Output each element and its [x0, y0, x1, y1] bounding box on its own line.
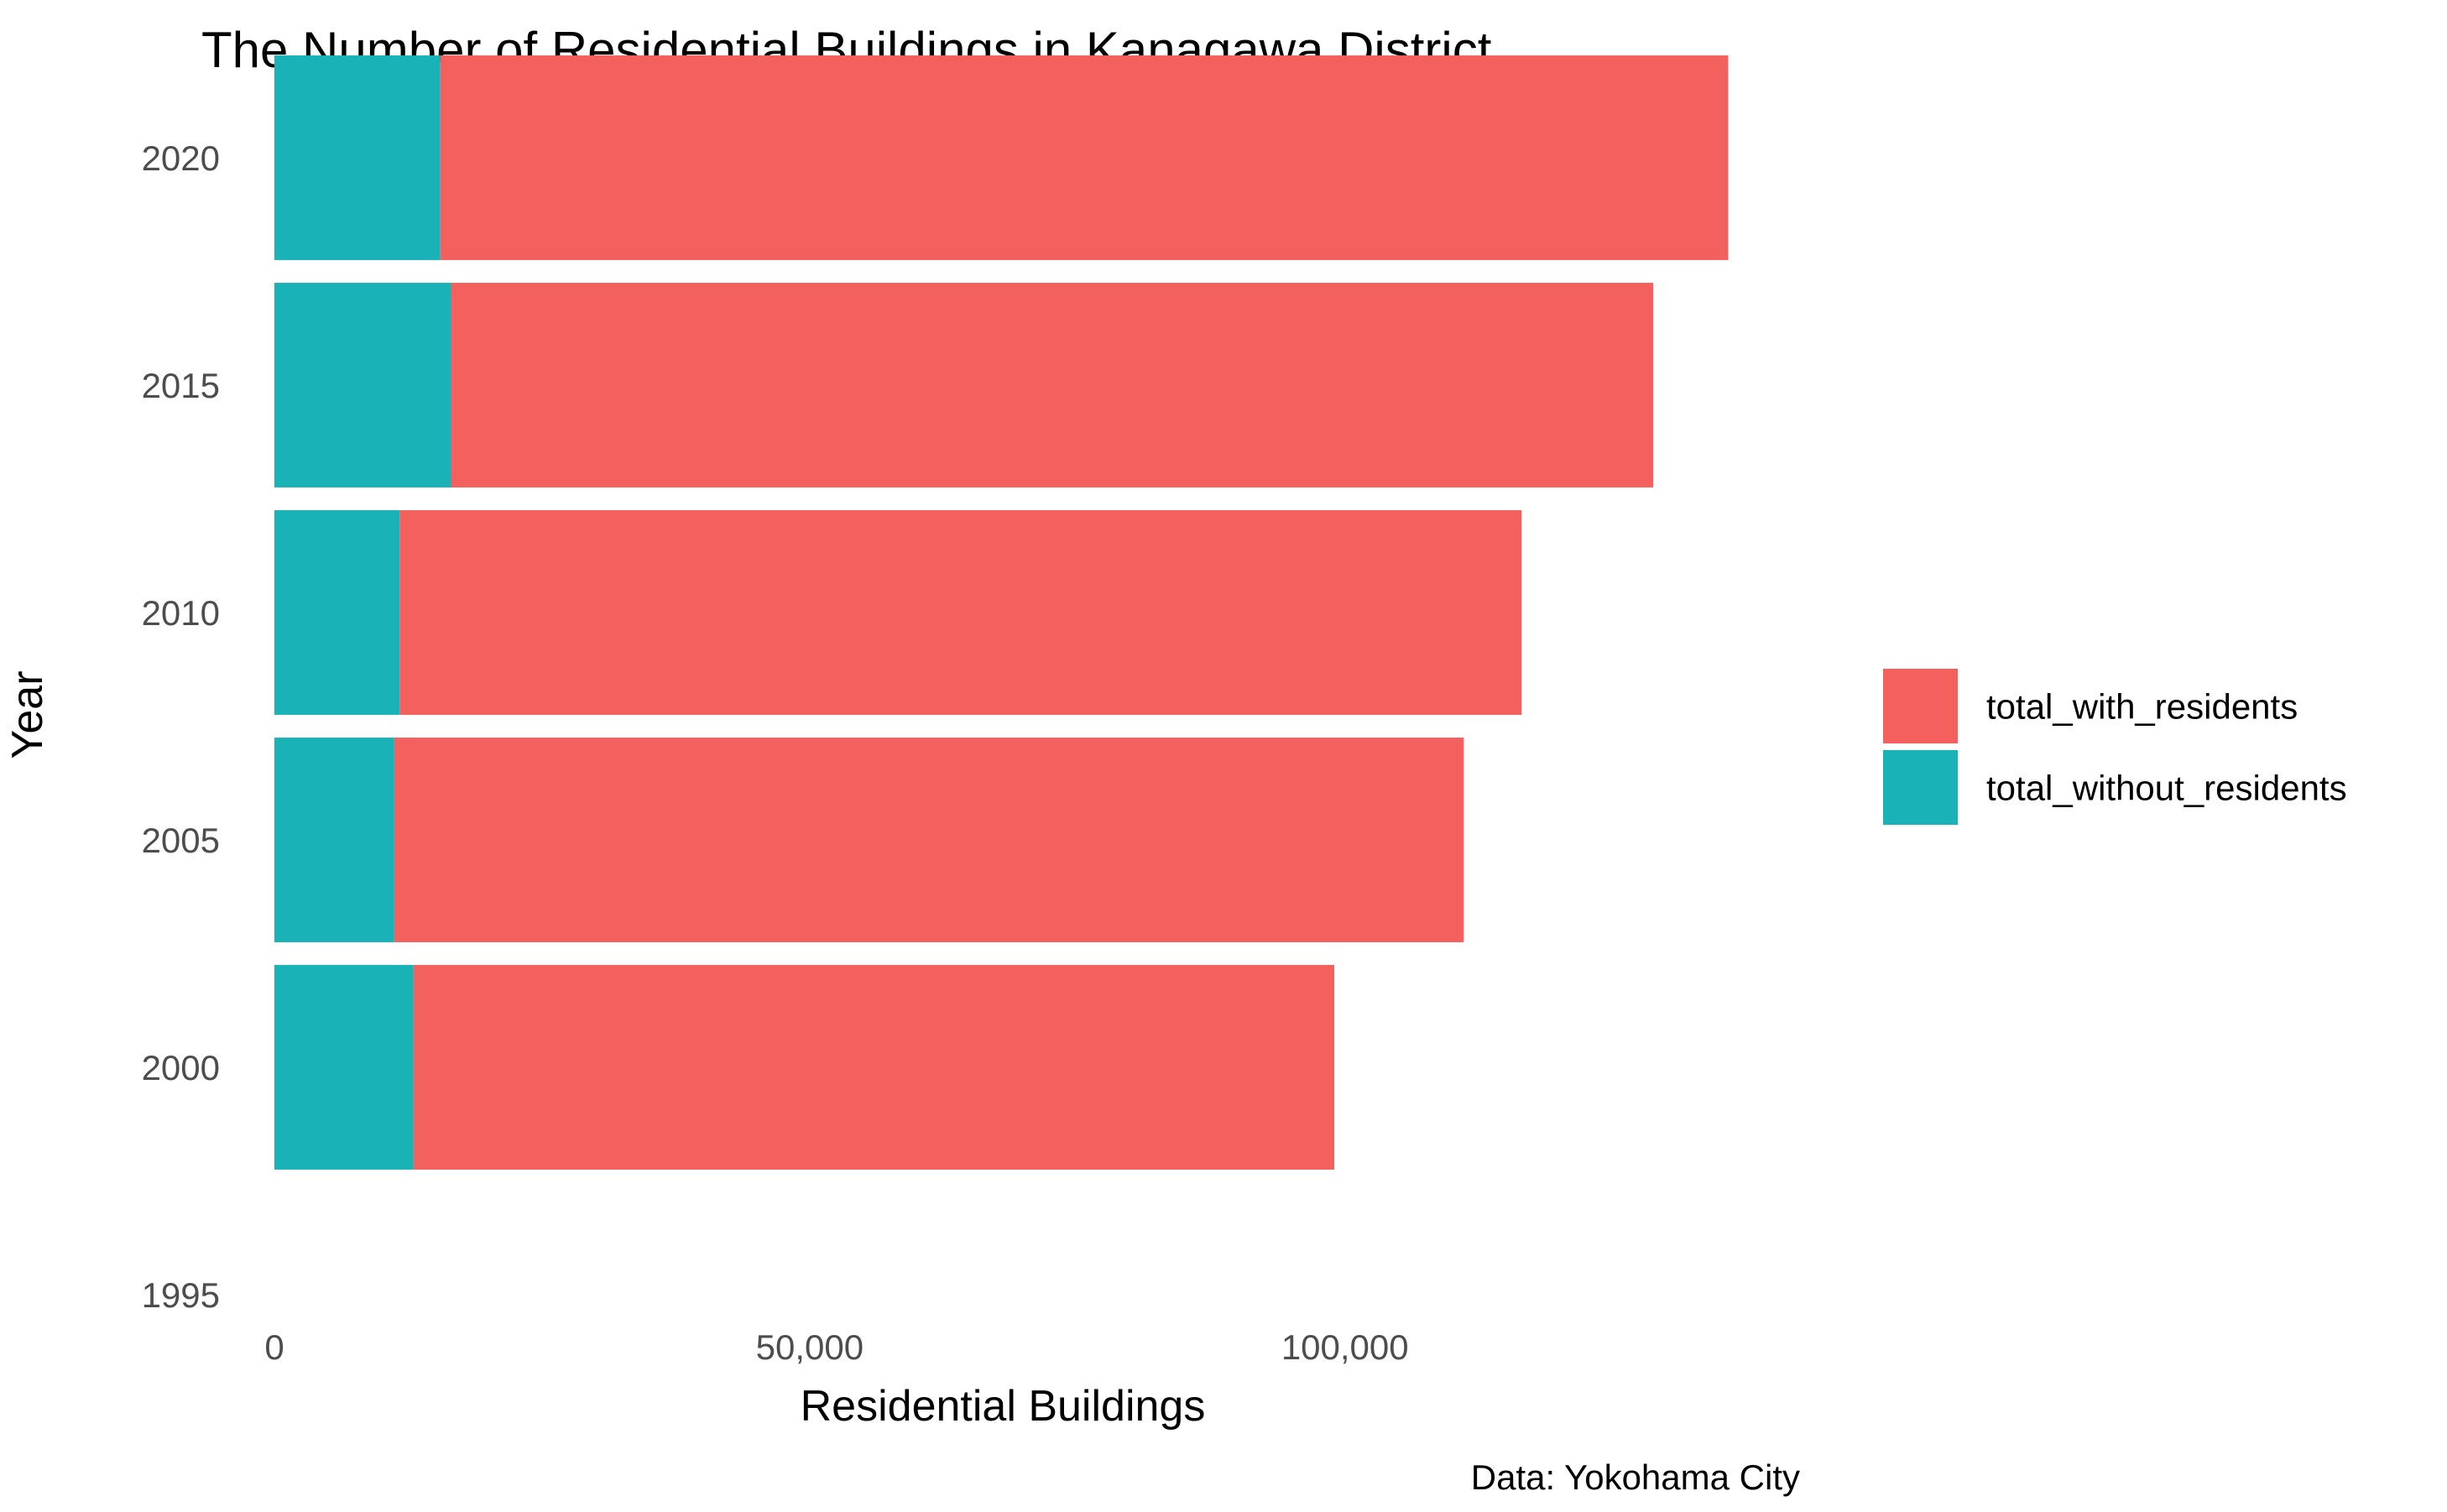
bar-2000-total-without-residents: [274, 965, 414, 1170]
x-axis-title: Residential Buildings: [801, 1382, 1206, 1431]
legend: total_with_residents total_without_reside…: [1883, 669, 2347, 825]
bar-2015-total-with-residents: [451, 283, 1654, 487]
legend-label-total-without-residents: total_without_residents: [1986, 769, 2347, 808]
x-tick-label-50000: 50,000: [756, 1327, 863, 1367]
legend-key-total-without-residents: [1883, 750, 1958, 825]
y-tick-label-2020: 2020: [142, 138, 220, 178]
bar-2000-total-with-residents: [413, 965, 1334, 1170]
y-tick-label-1995: 1995: [142, 1275, 220, 1315]
chart-caption: Data: Yokohama City: [1471, 1457, 1800, 1497]
y-tick-labels: 2020 2015 2010 2005 2000 1995: [142, 138, 220, 1315]
legend-key-total-with-residents: [1883, 669, 1958, 743]
bar-2015-total-without-residents: [274, 283, 451, 487]
bar-2010-total-without-residents: [274, 510, 400, 715]
legend-label-total-with-residents: total_with_residents: [1986, 687, 2298, 727]
bar-2020-total-with-residents: [440, 55, 1729, 260]
x-tick-label-0: 0: [264, 1327, 284, 1367]
bar-2010-total-with-residents: [399, 510, 1522, 715]
bars-group: [274, 55, 1729, 1170]
y-tick-label-2005: 2005: [142, 821, 220, 860]
x-tick-label-100000: 100,000: [1281, 1327, 1409, 1367]
x-tick-labels: 0 50,000 100,000: [264, 1327, 1408, 1367]
bar-2005-total-with-residents: [394, 738, 1464, 942]
bar-2020-total-without-residents: [274, 55, 441, 260]
y-axis-title: Year: [3, 670, 52, 759]
y-tick-label-2015: 2015: [142, 366, 220, 405]
bar-2005-total-without-residents: [274, 738, 394, 942]
y-tick-label-2010: 2010: [142, 593, 220, 633]
y-tick-label-2000: 2000: [142, 1048, 220, 1087]
